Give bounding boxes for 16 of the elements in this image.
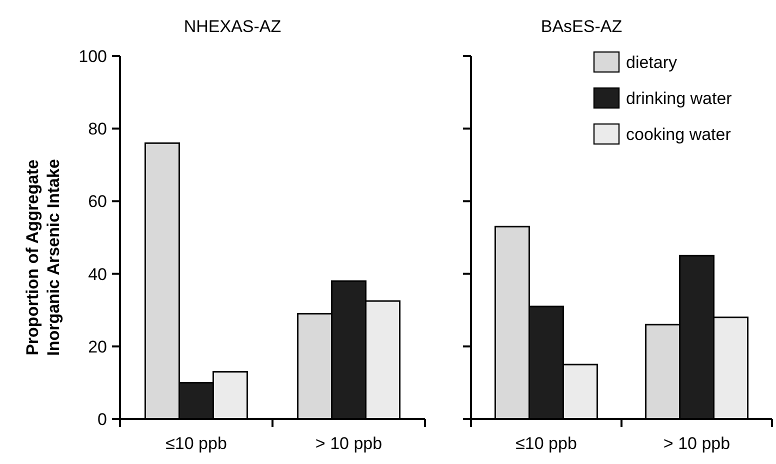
x-tick-label: > 10 ppb (663, 434, 730, 453)
y-tick-label: 20 (88, 337, 107, 356)
y-tick-label: 0 (98, 410, 107, 429)
chart-title: NHEXAS-AZ (184, 17, 282, 36)
legend-label: dietary (626, 52, 678, 72)
y-tick-label: 100 (78, 46, 107, 66)
y-tick-label: 40 (88, 264, 107, 284)
x-tick-label: ≤10 ppb (516, 434, 577, 453)
chart-title: BAsES-AZ (540, 17, 622, 36)
x-tick-label: > 10 ppb (315, 434, 382, 453)
x-tick-label: ≤10 ppb (166, 434, 227, 453)
legend-label: cooking water (626, 124, 732, 144)
y-tick-label: 80 (88, 120, 107, 139)
y-tick-label: 60 (88, 192, 107, 212)
y-axis-title: Proportion of Aggregate Inorganic Arsenic Intake (23, 159, 63, 356)
legend-label: drinking water (626, 88, 732, 108)
